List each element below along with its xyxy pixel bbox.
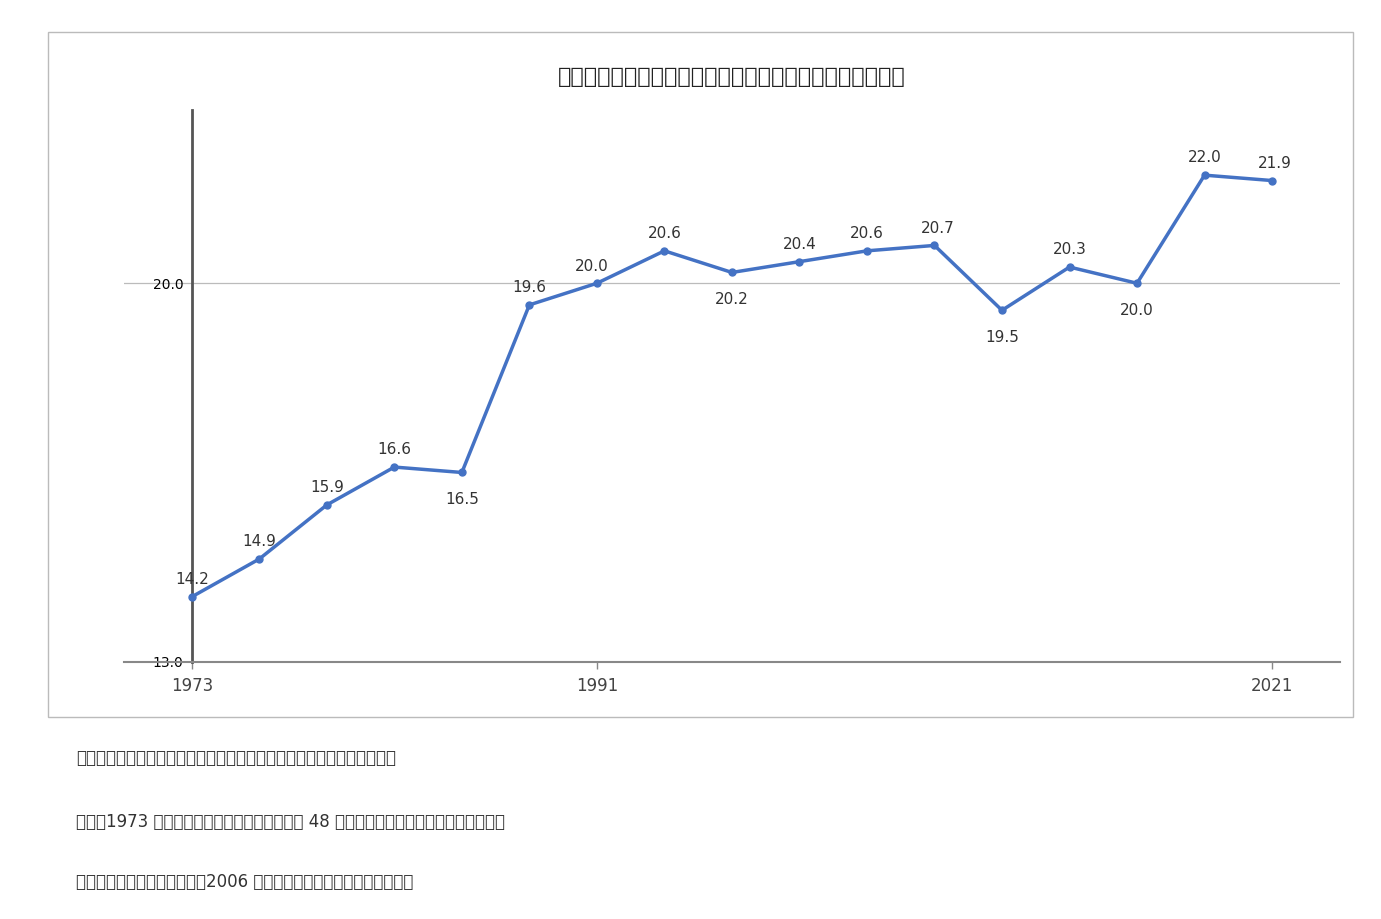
- Title: 【図表１】万一の場合の家族の必要生活資金（必要年数）: 【図表１】万一の場合の家族の必要生活資金（必要年数）: [558, 66, 906, 86]
- Text: 20.6: 20.6: [851, 226, 884, 241]
- Text: 14.2: 14.2: [175, 573, 209, 587]
- Text: 14.9: 14.9: [243, 534, 276, 550]
- Text: 20.4: 20.4: [783, 237, 816, 252]
- Text: 22.0: 22.0: [1188, 151, 1221, 165]
- Text: 15.9: 15.9: [309, 481, 344, 495]
- Text: 20.0: 20.0: [574, 258, 608, 274]
- Text: 注２：1973 年は社団法人生命保険協会「昭和 48 年度　生命保険に関する全国調査」。: 注２：1973 年は社団法人生命保険協会「昭和 48 年度 生命保険に関する全国…: [76, 813, 505, 832]
- Text: 19.6: 19.6: [512, 280, 547, 295]
- Text: 21.9: 21.9: [1258, 156, 1291, 171]
- Text: 20.2: 20.2: [715, 292, 749, 307]
- Text: 注３：末子が未就学の場合。2006 年以降は末子が乳児の数値を採用。: 注３：末子が未就学の場合。2006 年以降は末子が乳児の数値を採用。: [76, 873, 413, 891]
- Text: 16.6: 16.6: [377, 442, 412, 458]
- Text: 20.0: 20.0: [1120, 302, 1155, 318]
- Text: 注１：生命保険文化センター「生命保険に関する全国実態調査」より。: 注１：生命保険文化センター「生命保険に関する全国実態調査」より。: [76, 749, 396, 767]
- Text: 20.6: 20.6: [648, 226, 681, 241]
- Text: 20.3: 20.3: [1052, 243, 1087, 257]
- Text: 16.5: 16.5: [445, 492, 479, 507]
- Text: 20.7: 20.7: [920, 221, 954, 235]
- Text: 19.5: 19.5: [985, 330, 1019, 345]
